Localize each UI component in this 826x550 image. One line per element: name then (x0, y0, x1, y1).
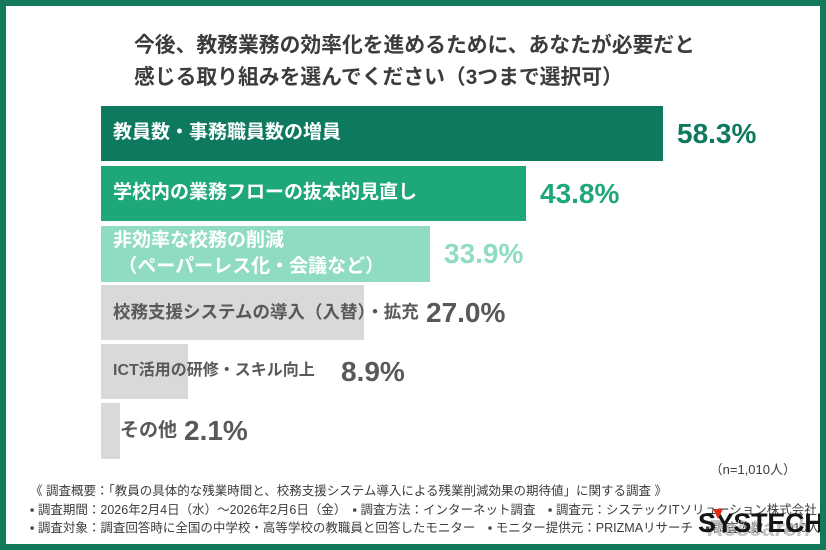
svg-text:リサーチ: リサーチ (734, 518, 758, 527)
